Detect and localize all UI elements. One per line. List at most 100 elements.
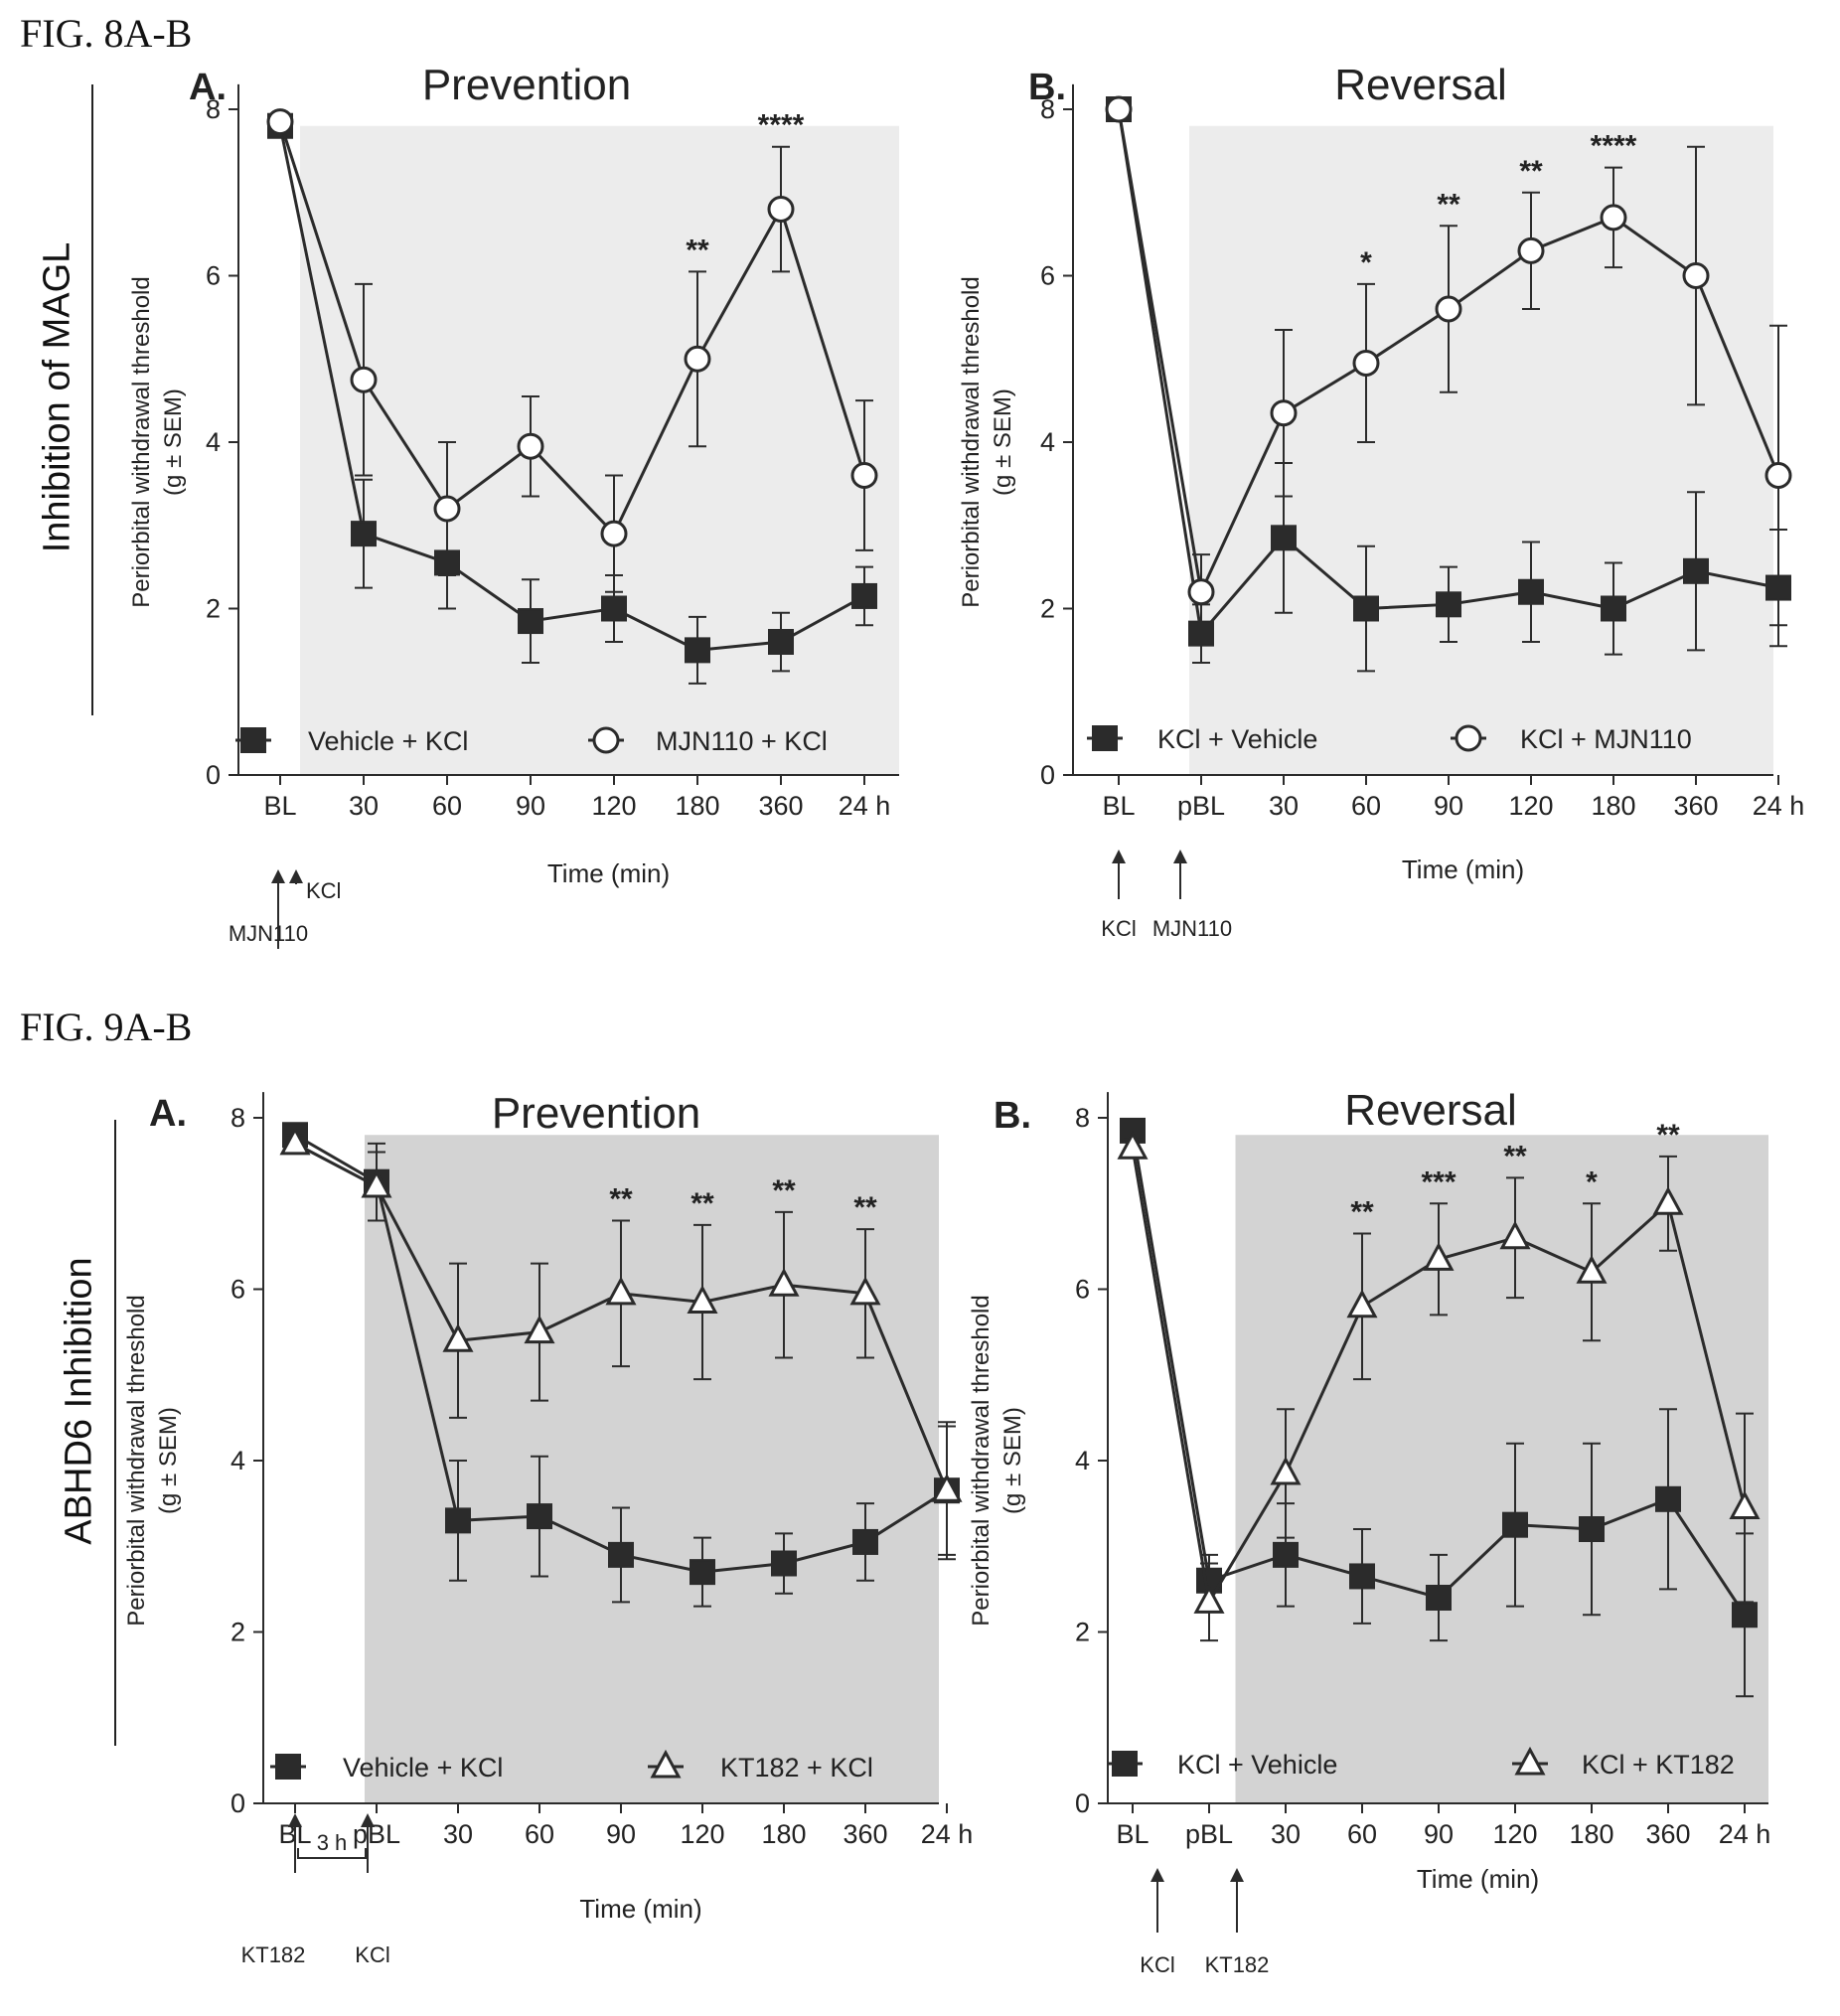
x-tick-label: 24 h: [921, 1819, 974, 1849]
x-tick-label: pBL: [1177, 791, 1225, 821]
y-axis-title: (g ± SEM): [155, 1407, 182, 1514]
data-point: [1517, 236, 1545, 264]
data-point: [1270, 1456, 1302, 1485]
x-tick-label: 180: [1569, 1819, 1613, 1849]
y-tick-label: 4: [1075, 1446, 1090, 1475]
legend-label: KCl + Vehicle: [1177, 1750, 1337, 1780]
data-point: [1193, 1585, 1225, 1614]
significance-marker: **: [1503, 1140, 1527, 1172]
y-tick-label: 2: [1040, 594, 1055, 624]
panel-letter: B.: [994, 1095, 1031, 1137]
x-tick-label: 60: [1347, 1819, 1377, 1849]
significance-marker: ****: [1591, 130, 1637, 163]
legend-marker: [1514, 1746, 1546, 1776]
x-tick-label: 60: [525, 1819, 554, 1849]
series-line: [278, 121, 866, 537]
x-tick-label: BL: [1102, 791, 1135, 821]
significance-marker: **: [686, 233, 709, 266]
x-tick-label: 180: [1591, 791, 1635, 821]
data-point: [690, 1559, 715, 1586]
data-point: [1271, 525, 1297, 551]
data-point: [1436, 591, 1461, 618]
data-point: [852, 1528, 878, 1555]
annotation-arrow-head: [271, 869, 285, 883]
x-tick-label: 90: [516, 791, 545, 821]
panel-letter: B.: [1028, 67, 1066, 108]
data-point: [849, 1276, 881, 1306]
data-point: [771, 1550, 797, 1577]
chart-title: Prevention: [422, 61, 631, 109]
legend-label: Vehicle + KCl: [308, 726, 468, 756]
data-point: [850, 462, 878, 489]
shaded-region: [365, 1135, 939, 1803]
x-axis-title: Time (min): [1402, 854, 1524, 884]
significance-marker: **: [1437, 188, 1460, 221]
annotation-label: KCl: [1140, 1952, 1174, 1977]
data-point: [1502, 1511, 1528, 1538]
significance-marker: **: [772, 1174, 796, 1207]
data-point: [527, 1503, 552, 1530]
annotation-label: KT182: [241, 1942, 306, 1967]
y-axis-title: (g ± SEM): [990, 388, 1016, 496]
annotation-label: MJN110: [229, 921, 308, 946]
x-tick-label: 90: [1434, 791, 1463, 821]
data-point: [931, 1473, 963, 1502]
data-point: [1352, 349, 1380, 377]
significance-marker: **: [1519, 155, 1543, 188]
data-point: [1518, 578, 1544, 605]
annotation-arrow-head: [1112, 850, 1126, 863]
data-point: [361, 1168, 392, 1198]
y-axis-title: Periorbital withdrawal threshold: [128, 276, 155, 608]
legend-label: KCl + MJN110: [1520, 724, 1692, 754]
data-point: [687, 1285, 718, 1314]
significance-marker: ****: [758, 109, 805, 142]
legend-label: Vehicle + KCl: [343, 1753, 503, 1783]
significance-marker: **: [853, 1191, 877, 1224]
x-tick-label: 30: [349, 791, 379, 821]
data-point: [1270, 399, 1298, 427]
significance-marker: **: [1350, 1195, 1374, 1228]
x-tick-label: 60: [432, 791, 462, 821]
annotation-label: MJN110: [1152, 916, 1232, 941]
x-tick-label: 360: [843, 1819, 887, 1849]
annotation-label: KT182: [1205, 1952, 1270, 1977]
panel-letter: A.: [149, 1093, 187, 1135]
data-point: [684, 345, 711, 373]
data-point: [442, 1323, 474, 1352]
x-tick-label: 180: [761, 1819, 806, 1849]
chart-title: Prevention: [492, 1089, 700, 1138]
annotation-label: KCl: [1101, 916, 1136, 941]
y-tick-label: 4: [1040, 427, 1055, 457]
data-point: [1682, 262, 1710, 289]
x-tick-label: 30: [1271, 1819, 1301, 1849]
significance-marker: *: [1586, 1165, 1598, 1198]
data-point: [1499, 1220, 1531, 1250]
y-tick-label: 2: [230, 1618, 245, 1647]
panel-letter: A.: [189, 67, 227, 108]
data-point: [1601, 595, 1626, 622]
data-point: [518, 608, 543, 635]
series-1: [1117, 1131, 1761, 1642]
significance-marker: **: [690, 1187, 714, 1220]
x-tick-label: 360: [758, 791, 803, 821]
legend-marker: [1455, 724, 1482, 752]
x-tick-label: 30: [443, 1819, 473, 1849]
annotation-arrow-head: [1150, 1868, 1164, 1882]
data-point: [433, 495, 461, 523]
data-point: [1423, 1242, 1455, 1271]
chart-title: Reversal: [1334, 61, 1507, 109]
legend-marker: [1112, 1751, 1138, 1777]
data-point: [1764, 462, 1792, 489]
x-tick-label: BL: [1116, 1819, 1149, 1849]
figure-9-label: FIG. 9A-B: [20, 1005, 193, 1049]
y-tick-label: 0: [1075, 1788, 1090, 1818]
y-tick-label: 8: [206, 94, 221, 124]
x-tick-label: 180: [675, 791, 719, 821]
x-tick-label: 90: [1424, 1819, 1454, 1849]
y-tick-label: 0: [206, 760, 221, 790]
x-tick-label: pBL: [1185, 1819, 1233, 1849]
